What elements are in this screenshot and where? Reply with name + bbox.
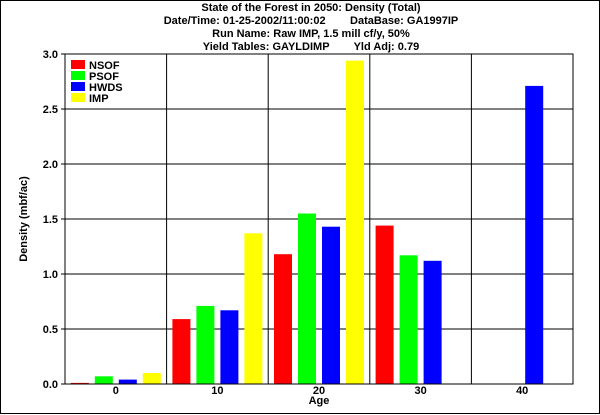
- legend-swatch-psof: [71, 71, 85, 80]
- datetime-database-line: Date/Time: 01-25-2002/11:00:02 DataBase:…: [163, 15, 459, 27]
- x-tick-label: 30: [414, 385, 426, 397]
- bar-imp: [142, 373, 161, 384]
- y-axis-label: Density (mbf/ac): [18, 176, 30, 262]
- bar-hwds: [525, 85, 544, 385]
- legend-swatch-nsof: [71, 60, 85, 69]
- y-tick-label: 1.0: [43, 269, 58, 281]
- bar-imp: [346, 60, 364, 384]
- legend-label-imp: IMP: [89, 93, 109, 105]
- bar-hwds: [118, 379, 137, 384]
- bar-hwds: [322, 226, 340, 384]
- yield-tables-line: Yield Tables: GAYLDIMP Yld Adj: 0.79: [202, 41, 420, 53]
- x-tick-label: 20: [313, 385, 325, 397]
- bar-imp: [244, 233, 263, 384]
- x-axis-label: Age: [309, 395, 330, 407]
- legend-label-hwds: HWDS: [89, 82, 123, 94]
- bar-hwds: [220, 310, 239, 384]
- y-tick-label: 2.5: [43, 104, 58, 116]
- x-tick-label: 0: [113, 385, 119, 397]
- y-tick-label: 1.5: [43, 214, 58, 226]
- bar-nsof: [172, 319, 191, 384]
- x-tick-label: 10: [211, 385, 223, 397]
- bar-nsof: [70, 382, 89, 384]
- x-tick-label: 40: [516, 385, 528, 397]
- bar-psof: [298, 213, 316, 384]
- legend-swatch-imp: [71, 93, 85, 102]
- y-tick-label: 0.5: [43, 324, 58, 336]
- legend-label-nsof: NSOF: [89, 60, 120, 72]
- legend-label-psof: PSOF: [89, 71, 119, 83]
- bar-psof: [196, 305, 215, 384]
- run-name-line: Run Name: Raw IMP, 1.5 mill cf/y, 50%: [212, 28, 410, 40]
- chart-title: State of the Forest in 2050: Density (To…: [201, 2, 421, 14]
- legend-swatch-hwds: [71, 82, 85, 91]
- plot-border: [64, 53, 574, 385]
- bar-psof: [399, 255, 418, 384]
- bar-nsof: [375, 225, 394, 384]
- y-tick-label: 0.0: [43, 379, 58, 391]
- bar-hwds: [423, 260, 442, 384]
- y-tick-label: 3.0: [43, 49, 58, 61]
- bar-nsof: [274, 254, 292, 384]
- bar-psof: [94, 376, 113, 384]
- y-tick-label: 2.0: [43, 159, 58, 171]
